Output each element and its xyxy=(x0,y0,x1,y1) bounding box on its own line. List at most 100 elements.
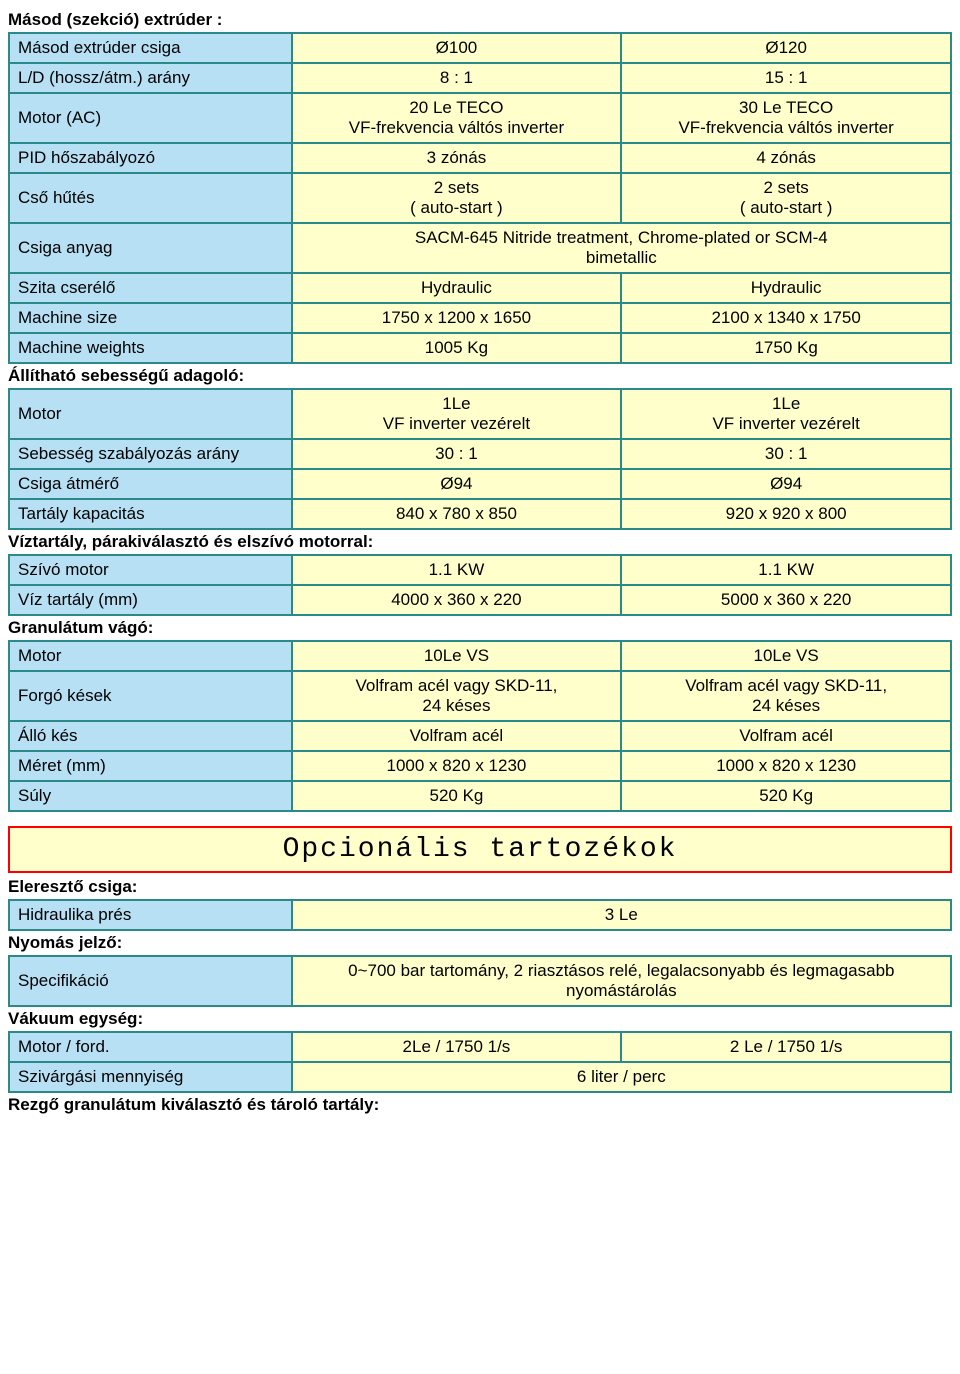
row-label: Tartály kapacitás xyxy=(9,499,292,529)
row-value-2: Volfram acél vagy SKD-11, 24 késes xyxy=(621,671,951,721)
table-row: Tartály kapacitás840 x 780 x 850920 x 92… xyxy=(9,499,951,529)
row-label: PID hőszabályozó xyxy=(9,143,292,173)
table-row: Szita cserélőHydraulicHydraulic xyxy=(9,273,951,303)
table-second-extruder: Másod extrúder csigaØ100Ø120L/D (hossz/á… xyxy=(8,32,952,364)
row-label: L/D (hossz/átm.) arány xyxy=(9,63,292,93)
row-label: Motor xyxy=(9,641,292,671)
row-value-1: 840 x 780 x 850 xyxy=(292,499,622,529)
row-value-1: 30 : 1 xyxy=(292,439,622,469)
table-row: Motor / ford.2Le / 1750 1/s2 Le / 1750 1… xyxy=(9,1032,951,1062)
row-value-2: 1000 x 820 x 1230 xyxy=(621,751,951,781)
row-label: Motor xyxy=(9,389,292,439)
row-label: Szivárgási mennyiség xyxy=(9,1062,292,1092)
row-value: 3 Le xyxy=(292,900,951,930)
row-value-2: Hydraulic xyxy=(621,273,951,303)
table-row: Álló késVolfram acélVolfram acél xyxy=(9,721,951,751)
row-label: Machine weights xyxy=(9,333,292,363)
row-value-2: 520 Kg xyxy=(621,781,951,811)
table-row: Sebesség szabályozás arány30 : 130 : 1 xyxy=(9,439,951,469)
table-row: Szívó motor1.1 KW1.1 KW xyxy=(9,555,951,585)
row-value-1: 1Le VF inverter vezérelt xyxy=(292,389,622,439)
table-row: Másod extrúder csigaØ100Ø120 xyxy=(9,33,951,63)
table-row: Motor (AC)20 Le TECO VF-frekvencia váltó… xyxy=(9,93,951,143)
table-row: Szivárgási mennyiség6 liter / perc xyxy=(9,1062,951,1092)
table-row: PID hőszabályozó3 zónás4 zónás xyxy=(9,143,951,173)
row-value-2: 920 x 920 x 800 xyxy=(621,499,951,529)
row-value-2: 5000 x 360 x 220 xyxy=(621,585,951,615)
row-value-2: 30 Le TECO VF-frekvencia váltós inverter xyxy=(621,93,951,143)
row-value-2: 2100 x 1340 x 1750 xyxy=(621,303,951,333)
row-value-1: 10Le VS xyxy=(292,641,622,671)
table-row: Motor1Le VF inverter vezérelt1Le VF inve… xyxy=(9,389,951,439)
table-row: Súly520 Kg520 Kg xyxy=(9,781,951,811)
row-label: Sebesség szabályozás arány xyxy=(9,439,292,469)
row-label: Motor / ford. xyxy=(9,1032,292,1062)
section-title-vibro: Rezgő granulátum kiválasztó és tároló ta… xyxy=(8,1095,952,1115)
row-value-1: 4000 x 360 x 220 xyxy=(292,585,622,615)
row-value-1: 2Le / 1750 1/s xyxy=(292,1032,622,1062)
row-label: Motor (AC) xyxy=(9,93,292,143)
section-title-pressure: Nyomás jelző: xyxy=(8,933,952,953)
row-value-2: 1Le VF inverter vezérelt xyxy=(621,389,951,439)
table-row: Forgó késekVolfram acél vagy SKD-11, 24 … xyxy=(9,671,951,721)
table-row: Hidraulika prés3 Le xyxy=(9,900,951,930)
row-value-1: 3 zónás xyxy=(292,143,622,173)
table-row: Csiga átmérőØ94Ø94 xyxy=(9,469,951,499)
row-label: Machine size xyxy=(9,303,292,333)
row-label: Méret (mm) xyxy=(9,751,292,781)
row-value-1: 20 Le TECO VF-frekvencia váltós inverter xyxy=(292,93,622,143)
row-value: SACM-645 Nitride treatment, Chrome-plate… xyxy=(292,223,951,273)
row-value-1: 1000 x 820 x 1230 xyxy=(292,751,622,781)
row-value-2: Ø94 xyxy=(621,469,951,499)
table-row: Méret (mm)1000 x 820 x 12301000 x 820 x … xyxy=(9,751,951,781)
row-value-1: Ø94 xyxy=(292,469,622,499)
row-value-2: 15 : 1 xyxy=(621,63,951,93)
section-title-second-extruder: Másod (szekció) extrúder : xyxy=(8,10,952,30)
row-value-2: 10Le VS xyxy=(621,641,951,671)
table-feeder: Motor1Le VF inverter vezérelt1Le VF inve… xyxy=(8,388,952,530)
optional-accessories-header: Opcionális tartozékok xyxy=(8,826,952,873)
table-pressure: Specifikáció0~700 bar tartomány, 2 riasz… xyxy=(8,955,952,1007)
row-label: Álló kés xyxy=(9,721,292,751)
row-value-2: Ø120 xyxy=(621,33,951,63)
row-value-1: Hydraulic xyxy=(292,273,622,303)
table-watertank: Szívó motor1.1 KW1.1 KWVíz tartály (mm)4… xyxy=(8,554,952,616)
row-value-2: Volfram acél xyxy=(621,721,951,751)
section-title-feeder: Állítható sebességű adagoló: xyxy=(8,366,952,386)
row-value-1: 2 sets ( auto-start ) xyxy=(292,173,622,223)
table-row: Machine weights1005 Kg1750 Kg xyxy=(9,333,951,363)
row-value-1: 1005 Kg xyxy=(292,333,622,363)
row-value-2: 2 sets ( auto-start ) xyxy=(621,173,951,223)
row-value: 6 liter / perc xyxy=(292,1062,951,1092)
table-vacuum: Motor / ford.2Le / 1750 1/s2 Le / 1750 1… xyxy=(8,1031,952,1093)
row-label: Víz tartály (mm) xyxy=(9,585,292,615)
table-row: Cső hűtés2 sets ( auto-start )2 sets ( a… xyxy=(9,173,951,223)
row-label: Csiga anyag xyxy=(9,223,292,273)
row-value-1: Ø100 xyxy=(292,33,622,63)
row-label: Másod extrúder csiga xyxy=(9,33,292,63)
row-value-2: 1.1 KW xyxy=(621,555,951,585)
row-label: Szívó motor xyxy=(9,555,292,585)
table-row: Víz tartály (mm)4000 x 360 x 2205000 x 3… xyxy=(9,585,951,615)
row-value-2: 1750 Kg xyxy=(621,333,951,363)
row-value-1: Volfram acél vagy SKD-11, 24 késes xyxy=(292,671,622,721)
row-value-1: 1.1 KW xyxy=(292,555,622,585)
row-value-2: 30 : 1 xyxy=(621,439,951,469)
table-row: Motor10Le VS10Le VS xyxy=(9,641,951,671)
section-title-cutter: Granulátum vágó: xyxy=(8,618,952,638)
row-value-1: Volfram acél xyxy=(292,721,622,751)
section-title-vacuum: Vákuum egység: xyxy=(8,1009,952,1029)
row-label: Szita cserélő xyxy=(9,273,292,303)
row-value-2: 2 Le / 1750 1/s xyxy=(621,1032,951,1062)
row-value-2: 4 zónás xyxy=(621,143,951,173)
table-row: Machine size1750 x 1200 x 16502100 x 134… xyxy=(9,303,951,333)
table-row: Specifikáció0~700 bar tartomány, 2 riasz… xyxy=(9,956,951,1006)
section-title-watertank: Víztartály, párakiválasztó és elszívó mo… xyxy=(8,532,952,552)
row-value-1: 520 Kg xyxy=(292,781,622,811)
row-label: Forgó kések xyxy=(9,671,292,721)
row-label: Súly xyxy=(9,781,292,811)
row-value: 0~700 bar tartomány, 2 riasztásos relé, … xyxy=(292,956,951,1006)
row-value-1: 1750 x 1200 x 1650 xyxy=(292,303,622,333)
row-label: Cső hűtés xyxy=(9,173,292,223)
table-cutter: Motor10Le VS10Le VSForgó késekVolfram ac… xyxy=(8,640,952,812)
